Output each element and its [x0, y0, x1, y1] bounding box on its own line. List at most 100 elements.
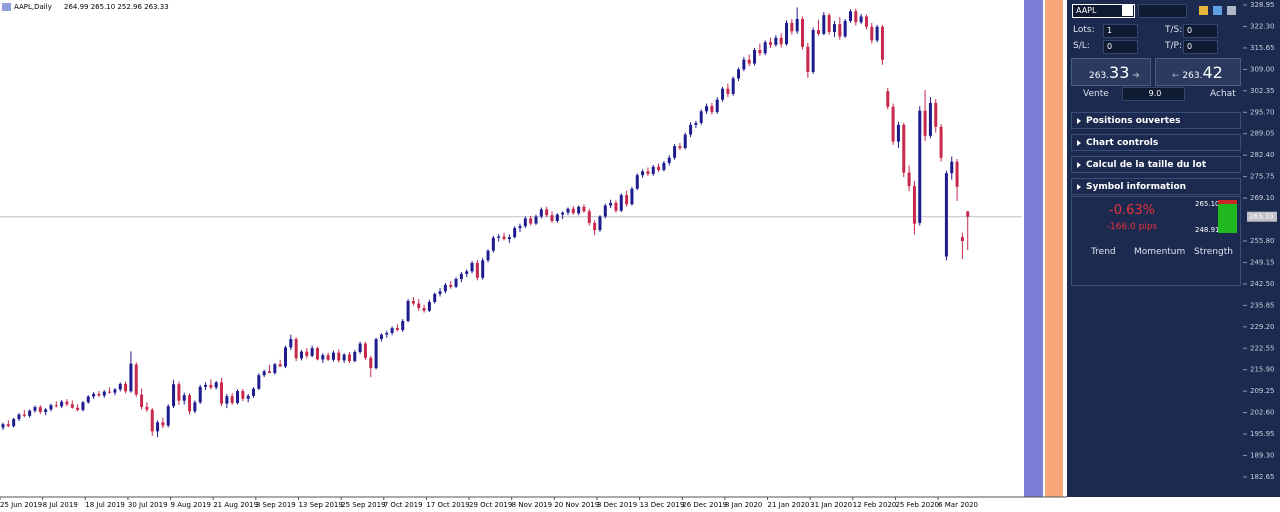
candle-body [769, 42, 773, 45]
candle-body [395, 328, 399, 331]
x-tick-label: 8 Jan 2020 [725, 501, 763, 509]
candle-body [358, 343, 362, 352]
candle-body [939, 126, 943, 158]
candle-body [49, 405, 53, 410]
candle-body [673, 146, 677, 158]
label: Lots: [1073, 25, 1095, 35]
candle-body [907, 172, 911, 187]
section-header[interactable]: Positions ouvertes [1071, 112, 1241, 129]
y-tick-label: 275.75 [1250, 173, 1275, 181]
candle-body [22, 414, 26, 416]
y-tick-label: 242.50 [1250, 280, 1275, 288]
label: T/P: [1165, 41, 1182, 51]
icon[interactable] [1227, 6, 1236, 15]
y-tick-label: 255.80 [1250, 237, 1275, 245]
candle-body [795, 19, 799, 32]
candle-body [886, 91, 890, 107]
candle-body [236, 391, 240, 403]
candle-body [225, 396, 229, 404]
tp-input[interactable]: 0 [1183, 40, 1218, 54]
candle-body [566, 208, 570, 213]
symbol-select[interactable]: AAPL [1072, 4, 1135, 18]
x-tick-label: 13 Sep 2019 [298, 501, 342, 509]
icon[interactable] [1199, 6, 1208, 15]
candle-body [726, 88, 730, 94]
x-tick-label: 29 Oct 2019 [469, 501, 512, 509]
x-tick-label: 8 Nov 2019 [512, 501, 552, 509]
candle-body [150, 409, 154, 432]
candle-body [806, 46, 810, 72]
change-pips: -166.0 pips [1106, 222, 1158, 232]
candle-body [246, 395, 250, 399]
candle-body [331, 352, 335, 360]
candle-body [214, 382, 218, 388]
x-tick-label: 3 Sep 2019 [256, 501, 296, 509]
candle-body [955, 161, 959, 187]
y-tick-label: 235.85 [1250, 301, 1275, 309]
candle-body [502, 236, 506, 240]
symbol-input[interactable] [1138, 4, 1187, 18]
indicator-label: Trend [1091, 247, 1116, 257]
candle-body [705, 106, 709, 112]
candle-body [822, 15, 826, 34]
candle-body [662, 162, 666, 171]
candle-body [582, 206, 586, 212]
sell-button[interactable]: 263.33 ➔ [1071, 58, 1151, 86]
x-tick-label: 21 Jan 2020 [768, 501, 810, 509]
candle-body [54, 405, 58, 407]
section-header[interactable]: Symbol information [1071, 178, 1241, 195]
dropdown-arrow[interactable] [1122, 5, 1133, 16]
spread-box: 9.0 [1122, 87, 1185, 101]
buy-button[interactable]: ← 263.42 [1155, 58, 1241, 86]
candle-body [38, 407, 42, 412]
candle-body [609, 202, 613, 206]
candle-body [928, 102, 932, 136]
section-header[interactable]: Chart controls [1071, 134, 1241, 151]
candle-body [518, 226, 522, 229]
candle-body [966, 211, 970, 217]
icon[interactable] [1213, 6, 1222, 15]
candle-body [433, 293, 437, 302]
x-tick-label: 9 Aug 2019 [171, 501, 211, 509]
y-tick-label: 269.10 [1250, 194, 1275, 202]
ts-input[interactable]: 0 [1183, 24, 1218, 38]
candle-body [934, 102, 938, 127]
candle-body [539, 209, 543, 217]
candle-body [555, 214, 559, 221]
candle-body [166, 406, 170, 426]
lots-input[interactable]: 1 [1103, 24, 1138, 38]
candle-body [406, 301, 410, 322]
candle-body [422, 308, 426, 311]
candle-body [470, 262, 474, 272]
candle-body [459, 273, 463, 280]
candle-body [411, 301, 415, 304]
price-tag-label: 263.33 [1249, 213, 1274, 221]
candle-body [283, 347, 287, 367]
candle-body [475, 262, 479, 278]
change-pct: -0.63% [1109, 203, 1155, 218]
sl-input[interactable]: 0 [1103, 40, 1138, 54]
x-tick-label: 17 Oct 2019 [426, 501, 469, 509]
y-tick-label: 315.65 [1250, 44, 1275, 52]
candle-body [230, 396, 234, 403]
candle-body [891, 106, 895, 142]
chart-ohlc: 264.99 265.10 252.96 263.33 [64, 3, 169, 11]
candle-body [342, 354, 346, 361]
candle-body [449, 284, 453, 287]
range-low: 248.91 [1195, 226, 1220, 234]
indicator-label: Momentum [1134, 247, 1186, 257]
candle-body [172, 384, 176, 407]
candle-body [315, 348, 319, 360]
candle-body [785, 22, 789, 45]
candle-body [619, 195, 623, 211]
section-header[interactable]: Calcul de la taille du lot [1071, 156, 1241, 173]
label: T/S: [1165, 25, 1183, 35]
candle-body [369, 357, 373, 369]
label: S/L: [1073, 41, 1090, 51]
candle-body [182, 395, 186, 401]
candle-body [427, 301, 431, 311]
symbol-info: -0.63% -166.0 pips 265.10 248.91 Trend M… [1071, 196, 1241, 286]
x-tick-label: 30 Jul 2019 [128, 501, 168, 509]
candle-body [657, 166, 661, 171]
candle-body [497, 236, 501, 238]
